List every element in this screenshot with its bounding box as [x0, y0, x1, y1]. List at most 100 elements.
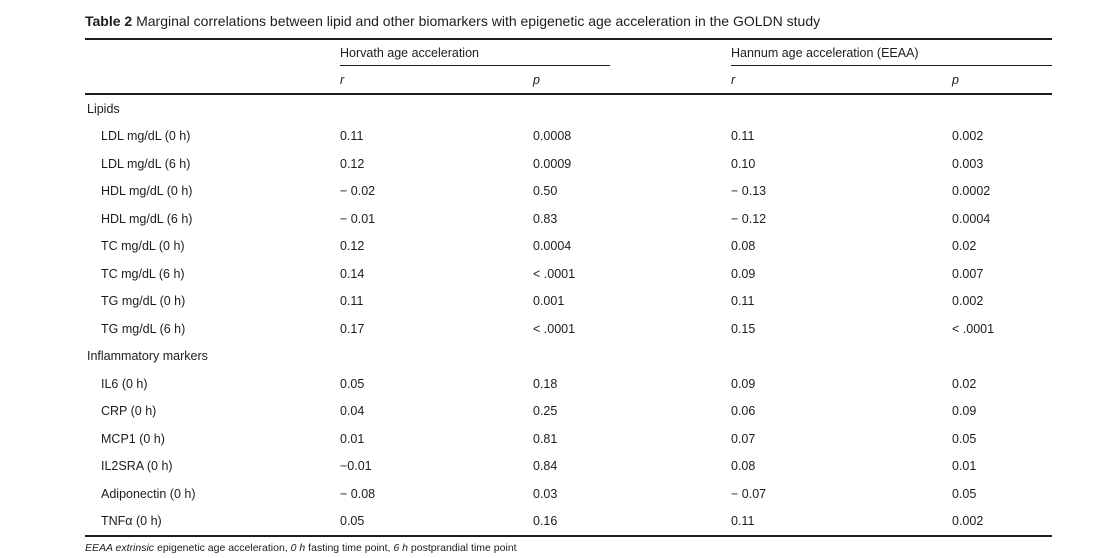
hannum-p-value: < .0001	[952, 321, 995, 336]
horvath-p-value: 0.0009	[533, 156, 572, 171]
table-number: Table 2	[85, 13, 133, 29]
horvath-r-value: − 0.01	[340, 211, 376, 226]
horvath-r-value: 0.17	[340, 321, 365, 336]
header-stub	[85, 66, 340, 95]
hannum-r-value: 0.07	[731, 431, 756, 446]
table-row: IL2SRA (0 h) −0.01 0.84 0.08 0.01	[85, 453, 1052, 481]
horvath-p-value: < .0001	[533, 321, 576, 336]
hannum-p-value: 0.0004	[952, 211, 991, 226]
hannum-p-value: 0.007	[952, 266, 984, 281]
horvath-p-value: 0.001	[533, 294, 565, 309]
horvath-r-value: 0.05	[340, 514, 365, 529]
hannum-p-value: 0.002	[952, 514, 984, 529]
section-label: Lipids	[87, 101, 120, 116]
biomarker-label: IL6 (0 h)	[101, 376, 148, 391]
table-row: TG mg/dL (0 h) 0.11 0.001 0.11 0.002	[85, 288, 1052, 316]
biomarker-label: Adiponectin (0 h)	[101, 486, 196, 501]
biomarker-label: HDL mg/dL (6 h)	[101, 211, 193, 226]
horvath-r-value: 0.04	[340, 404, 365, 419]
hannum-r-value: 0.11	[731, 129, 755, 144]
hannum-r-header: r	[731, 66, 952, 95]
biomarker-label: CRP (0 h)	[101, 404, 157, 419]
table-row: LDL mg/dL (6 h) 0.12 0.0009 0.10 0.003	[85, 150, 1052, 178]
horvath-p-value: 0.83	[533, 211, 558, 226]
horvath-p-value: 0.0004	[533, 239, 572, 254]
hannum-p-value: 0.01	[952, 459, 977, 474]
hannum-r-value: 0.10	[731, 156, 756, 171]
hannum-r-value: − 0.13	[731, 184, 767, 199]
col-group-horvath: Horvath age acceleration	[340, 39, 731, 66]
hannum-p-value: 0.05	[952, 486, 977, 501]
hannum-p-value: 0.002	[952, 129, 984, 144]
table-row: TC mg/dL (0 h) 0.12 0.0004 0.08 0.02	[85, 233, 1052, 261]
horvath-r-value: 0.01	[340, 431, 365, 446]
hannum-r-value: 0.08	[731, 459, 756, 474]
biomarker-label: TG mg/dL (6 h)	[101, 321, 186, 336]
hannum-r-value: 0.09	[731, 376, 756, 391]
footnote-term: EEAA extrinsic	[85, 542, 155, 554]
footnote-text: fasting time point,	[305, 542, 394, 554]
hannum-r-value: − 0.07	[731, 486, 767, 501]
table-row: TNFα (0 h) 0.05 0.16 0.11 0.002	[85, 508, 1052, 537]
paper-table-figure: Table 2 Marginal correlations between li…	[85, 13, 1053, 555]
table-row: CRP (0 h) 0.04 0.25 0.06 0.09	[85, 398, 1052, 426]
table-section-row: Lipids	[85, 94, 1052, 123]
horvath-p-value: 0.03	[533, 486, 558, 501]
table-title: Table 2 Marginal correlations between li…	[85, 13, 1052, 30]
group-header-row: Horvath age acceleration Hannum age acce…	[85, 39, 1053, 66]
horvath-p-value: < .0001	[533, 266, 576, 281]
biomarker-label: LDL mg/dL (6 h)	[101, 156, 191, 171]
biomarker-label: TC mg/dL (6 h)	[101, 266, 185, 281]
table-row: HDL mg/dL (0 h) − 0.02 0.50 − 0.13 0.0002	[85, 178, 1052, 206]
horvath-p-value: 0.50	[533, 184, 558, 199]
horvath-p-value: 0.25	[533, 404, 558, 419]
horvath-r-value: −0.01	[340, 459, 372, 474]
table-caption: Marginal correlations between lipid and …	[136, 13, 821, 29]
hannum-r-value: 0.09	[731, 266, 756, 281]
table-header: Horvath age acceleration Hannum age acce…	[85, 39, 1053, 95]
footnote-text: epigenetic age acceleration,	[154, 542, 291, 554]
biomarker-label: MCP1 (0 h)	[101, 431, 165, 446]
table-body: Lipids LDL mg/dL (0 h) 0.11 0.0008 0.11 0.002…	[85, 94, 1052, 536]
hannum-p-value: 0.02	[952, 239, 977, 254]
horvath-p-value: 0.81	[533, 431, 558, 446]
hannum-p-value: 0.002	[952, 294, 984, 309]
hannum-p-value: 0.02	[952, 376, 977, 391]
hannum-p-value: 0.09	[952, 404, 977, 419]
hannum-r-value: − 0.12	[731, 211, 767, 226]
hannum-r-value: 0.11	[731, 514, 755, 529]
horvath-r-value: 0.05	[340, 376, 365, 391]
horvath-p-value: 0.16	[533, 514, 558, 529]
footnote-term: 6 h	[393, 542, 409, 554]
table-row: MCP1 (0 h) 0.01 0.81 0.07 0.05	[85, 425, 1052, 453]
correlations-table: Horvath age acceleration Hannum age acce…	[85, 38, 1053, 537]
horvath-r-value: 0.11	[340, 294, 364, 309]
table-row: Adiponectin (0 h) − 0.08 0.03 − 0.07 0.05	[85, 480, 1052, 508]
hannum-p-value: 0.003	[952, 156, 984, 171]
footnote-term: 0 h	[290, 542, 306, 554]
table-footnote: EEAA extrinsic epigenetic age accelerati…	[85, 542, 1052, 555]
horvath-r-value: 0.14	[340, 266, 365, 281]
horvath-p-header: p	[533, 66, 731, 95]
horvath-p-value: 0.84	[533, 459, 558, 474]
horvath-r-value: − 0.02	[340, 184, 376, 199]
horvath-r-value: − 0.08	[340, 486, 376, 501]
horvath-r-value: 0.12	[340, 239, 365, 254]
table-row: HDL mg/dL (6 h) − 0.01 0.83 − 0.12 0.0004	[85, 205, 1052, 233]
biomarker-label: IL2SRA (0 h)	[101, 459, 173, 474]
col-group-hannum-label: Hannum age acceleration (EEAA)	[731, 42, 1053, 66]
hannum-r-value: 0.08	[731, 239, 756, 254]
hannum-r-value: 0.15	[731, 321, 756, 336]
biomarker-label: TG mg/dL (0 h)	[101, 294, 186, 309]
table-row: TC mg/dL (6 h) 0.14 < .0001 0.09 0.007	[85, 260, 1052, 288]
table-section-row: Inflammatory markers	[85, 343, 1052, 371]
table-row: LDL mg/dL (0 h) 0.11 0.0008 0.11 0.002	[85, 123, 1052, 151]
section-label: Inflammatory markers	[87, 349, 208, 364]
hannum-p-value: 0.0002	[952, 184, 991, 199]
hannum-r-value: 0.06	[731, 404, 756, 419]
biomarker-label: HDL mg/dL (0 h)	[101, 184, 193, 199]
hannum-p-value: 0.05	[952, 431, 977, 446]
table-row: TG mg/dL (6 h) 0.17 < .0001 0.15 < .0001	[85, 315, 1052, 343]
biomarker-label: LDL mg/dL (0 h)	[101, 129, 191, 144]
horvath-r-value: 0.12	[340, 156, 365, 171]
